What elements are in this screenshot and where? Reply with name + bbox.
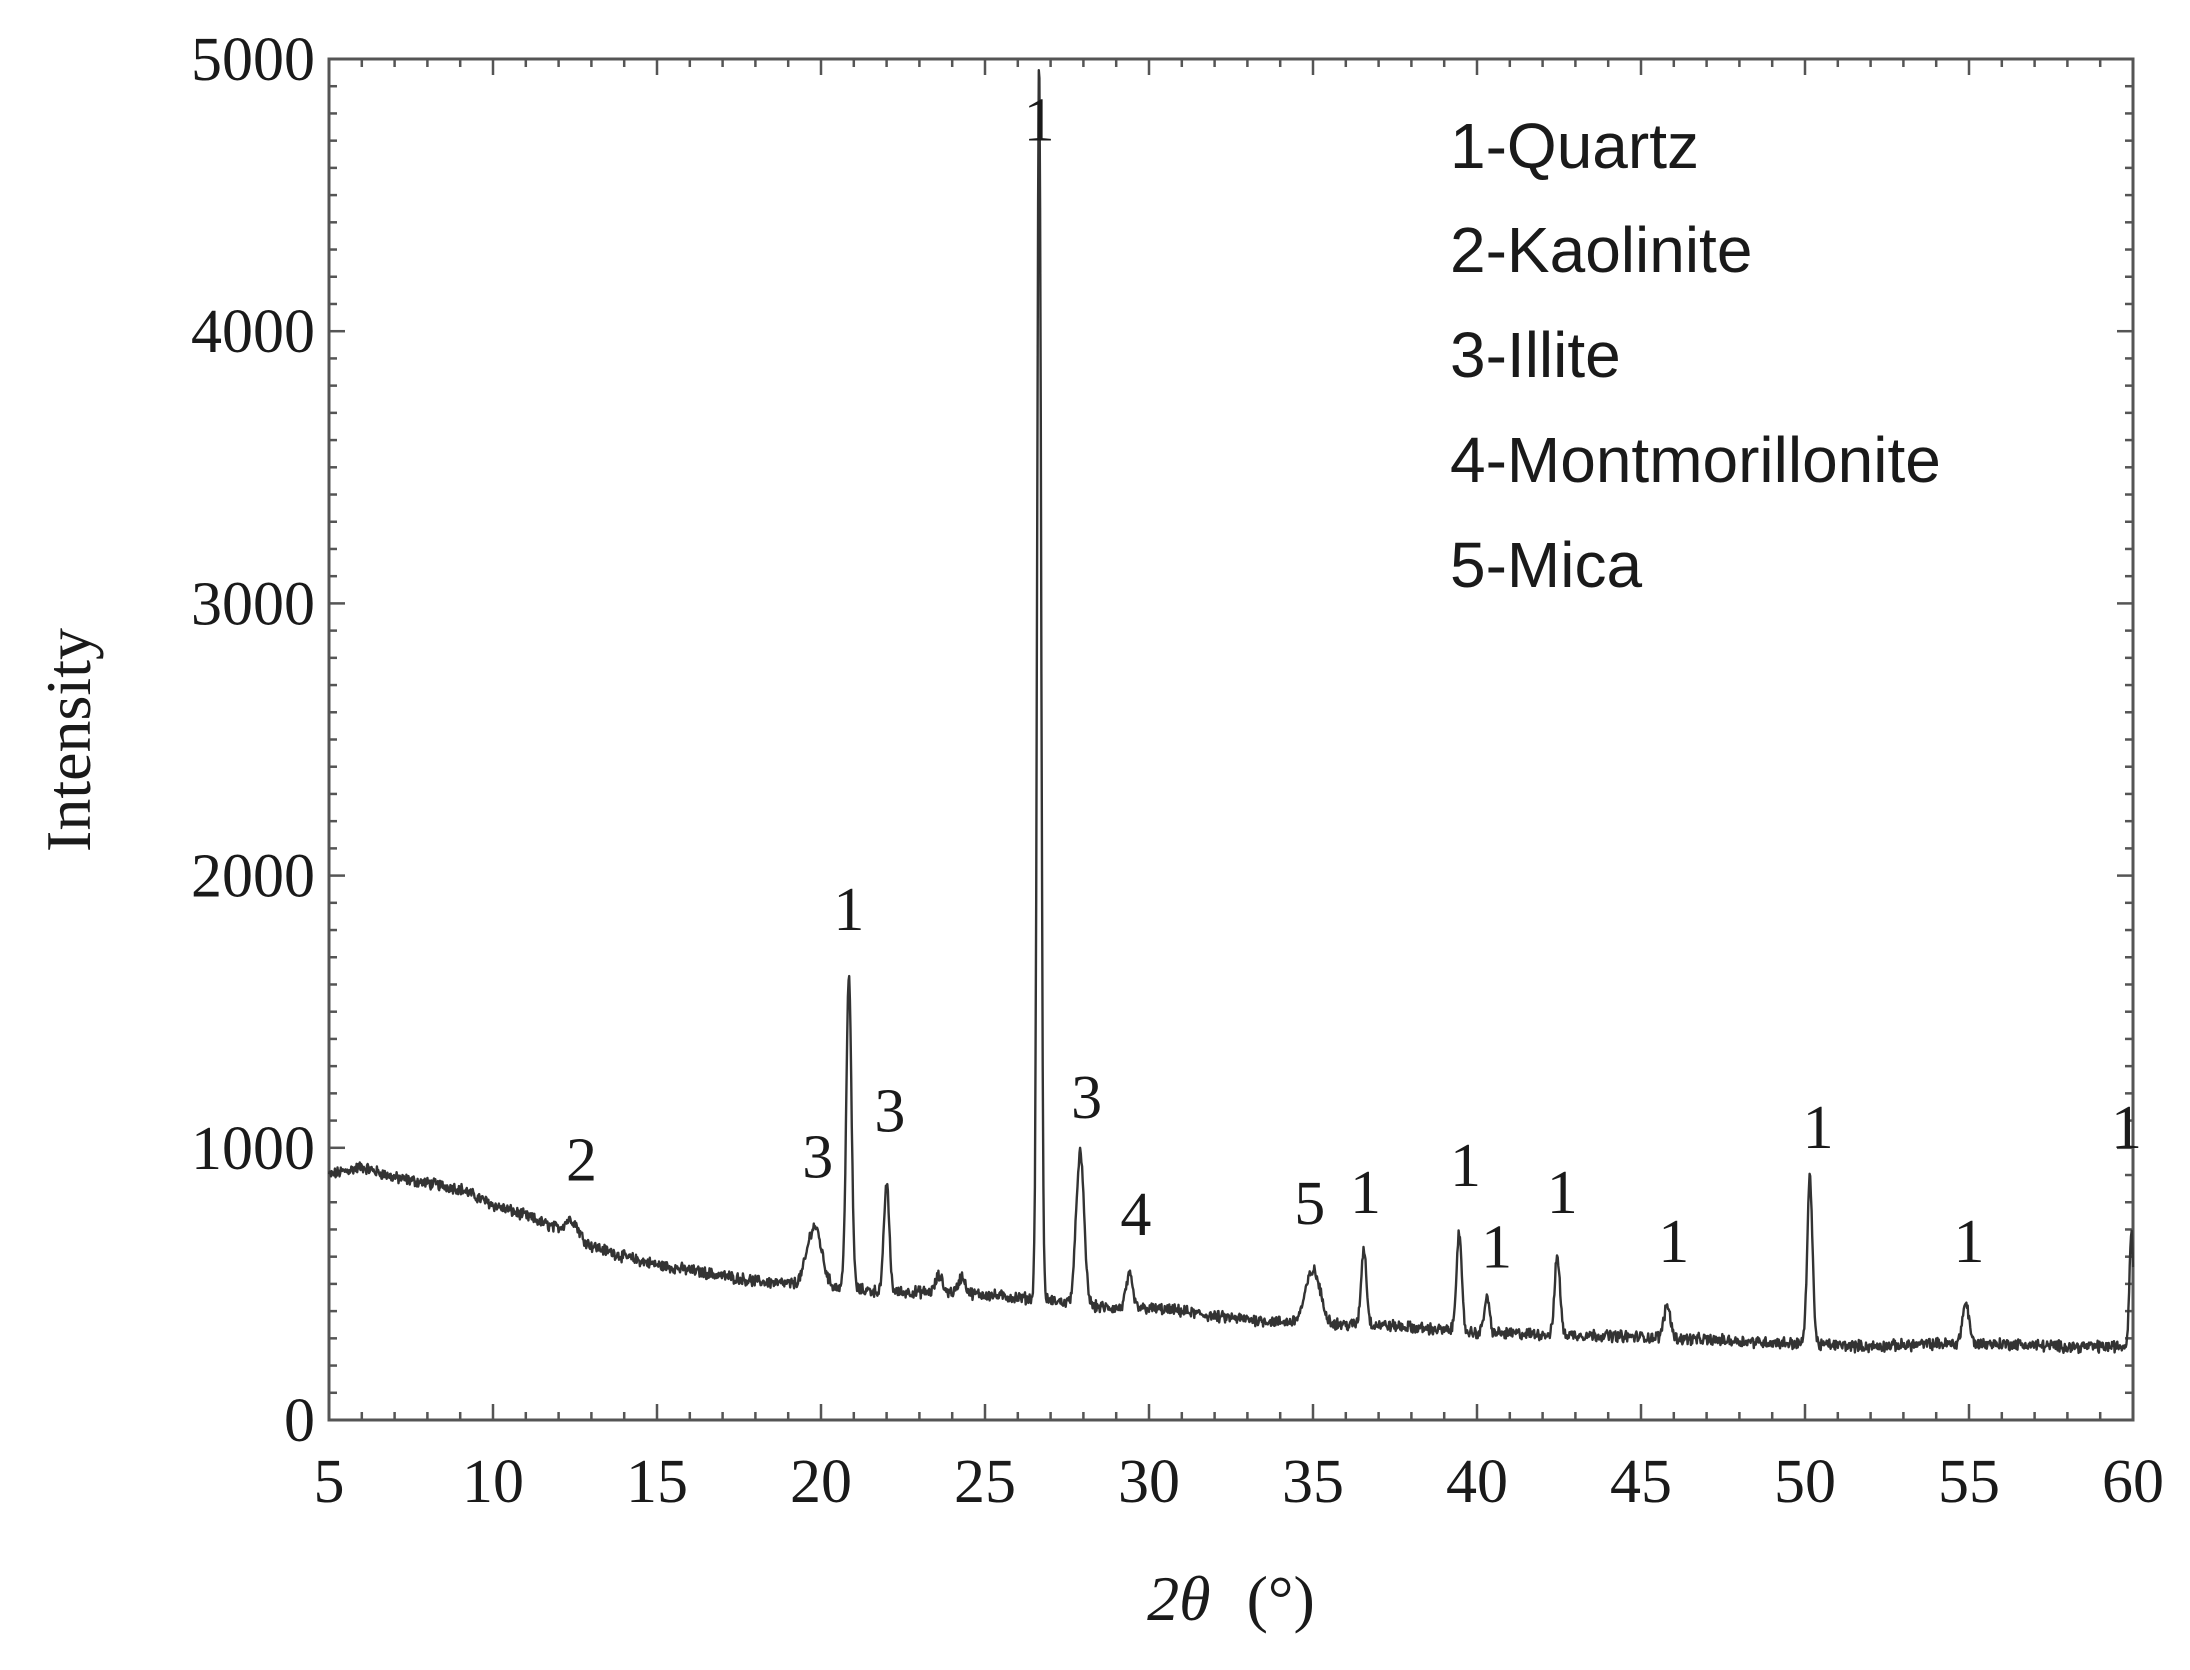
x-axis-title: 2θ (°): [1147, 1563, 1315, 1634]
x-tick-label: 55: [1938, 1448, 2000, 1516]
peak-label: 3: [1071, 1064, 1102, 1132]
x-tick-label: 40: [1446, 1448, 1508, 1516]
x-axis-unit: (°): [1247, 1563, 1315, 1634]
legend-entry: 2-Kaolinite: [1450, 214, 1752, 286]
major-ticks: [327, 57, 2135, 1422]
legend-entry: 3-Illite: [1450, 319, 1621, 391]
y-axis-title: Intensity: [33, 628, 104, 852]
x-tick-label: 20: [790, 1448, 852, 1516]
peak-label: 1: [1547, 1159, 1578, 1227]
x-tick-label: 60: [2102, 1448, 2164, 1516]
y-tick-label: 5000: [191, 26, 315, 94]
x-tick-label: 15: [626, 1448, 688, 1516]
peak-label: 1: [1024, 87, 1055, 155]
peak-label: 3: [802, 1124, 833, 1192]
y-tick-label: 3000: [191, 570, 315, 638]
y-tick-labels: 0 1000 2000 3000 4000 5000: [191, 26, 315, 1455]
x-axis-symbol: 2θ: [1147, 1563, 1210, 1634]
peak-label: 5: [1294, 1170, 1325, 1238]
xrd-pattern-line: [327, 69, 2135, 1355]
peak-label: 1: [1350, 1159, 1381, 1227]
peak-label: 1: [1803, 1094, 1834, 1162]
x-tick-label: 30: [1118, 1448, 1180, 1516]
y-tick-label: 0: [284, 1387, 315, 1455]
plot-frame: [327, 57, 2135, 1422]
peak-label: 1: [1658, 1208, 1689, 1276]
x-tick-label: 45: [1610, 1448, 1672, 1516]
legend: 1-Quartz 2-Kaolinite 3-Illite 4-Montmori…: [1450, 110, 1941, 601]
y-tick-label: 4000: [191, 298, 315, 366]
y-tick-label: 1000: [191, 1115, 315, 1183]
x-tick-label: 5: [314, 1448, 345, 1516]
y-tick-label: 2000: [191, 843, 315, 911]
legend-entry: 4-Montmorillonite: [1450, 424, 1941, 496]
legend-entry: 1-Quartz: [1450, 110, 1699, 182]
minor-ticks: [329, 59, 2133, 1420]
peak-label: 1: [2111, 1094, 2142, 1162]
x-tick-labels: 5 10 15 20 25 30 35 40 45 50 55 60: [314, 1448, 2165, 1516]
peak-label: 1: [1954, 1208, 1985, 1276]
peak-label: 3: [874, 1077, 905, 1145]
legend-entry: 5-Mica: [1450, 529, 1642, 601]
x-tick-label: 10: [462, 1448, 524, 1516]
x-tick-label: 35: [1282, 1448, 1344, 1516]
x-tick-label: 50: [1774, 1448, 1836, 1516]
peak-label: 1: [833, 876, 864, 944]
x-tick-label: 25: [954, 1448, 1016, 1516]
peak-label: 1: [1481, 1214, 1512, 1282]
peak-label: 4: [1120, 1181, 1151, 1249]
peak-label: 1: [1450, 1132, 1481, 1200]
peak-label: 2: [566, 1126, 597, 1194]
